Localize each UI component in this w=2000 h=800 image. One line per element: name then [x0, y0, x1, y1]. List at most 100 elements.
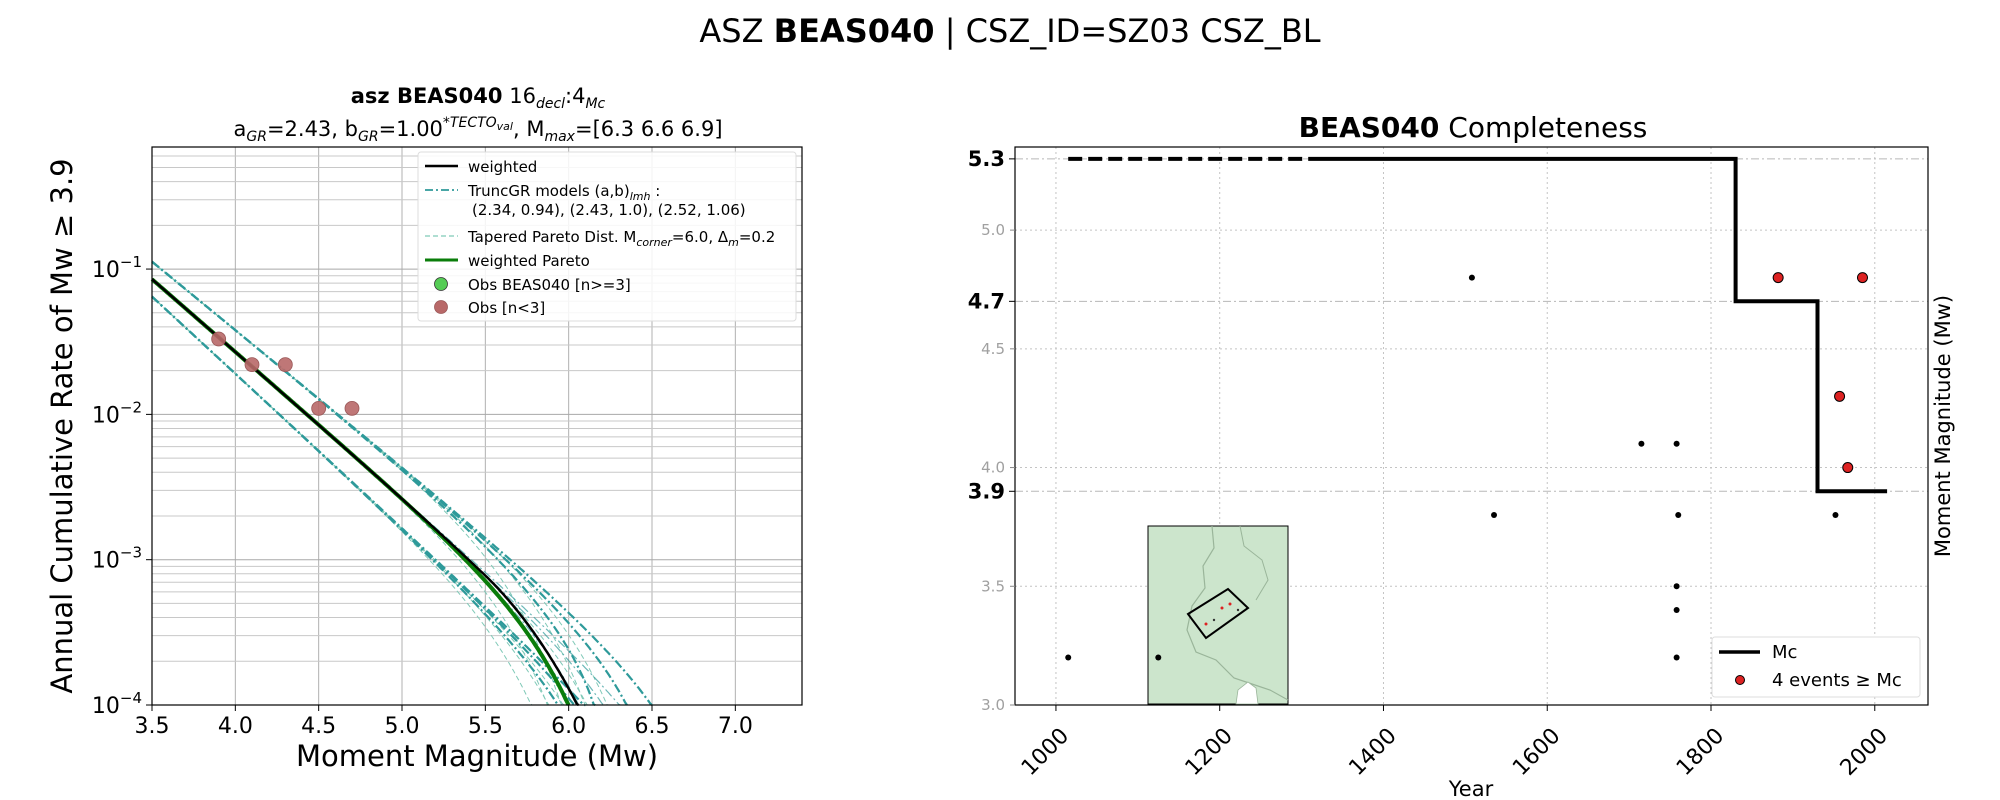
right-x-tick-label: 1000	[1017, 724, 1074, 781]
inset-map-white-region	[1235, 681, 1259, 705]
inset-map-border-line	[1186, 525, 1289, 701]
left-plot-frame	[151, 146, 803, 706]
truncgr-model-curve	[151, 260, 653, 706]
event-above-mc-point	[1834, 390, 1846, 402]
event-above-mc-point	[1772, 272, 1784, 284]
right-events	[1065, 272, 1868, 661]
left-x-tick-label: 5.0	[385, 714, 420, 739]
truncgr-model-curve	[151, 295, 586, 707]
left-y-tick-label: 10−4	[92, 689, 142, 719]
legend-weighted-label: weighted	[468, 158, 537, 176]
left-chart: asz BEAS040 16decl:4Mc aGR=2.43, bGR=1.0…	[45, 84, 803, 773]
truncgr-model-curve	[151, 278, 605, 706]
observation-point	[311, 400, 327, 416]
event-below-mc-point	[1155, 654, 1162, 661]
tapered-pareto-curve	[151, 261, 563, 706]
inset-map-frame	[1147, 525, 1289, 705]
right-x-tick-label: 1200	[1181, 724, 1238, 781]
event-below-mc-point	[1832, 512, 1839, 519]
legend-truncgr-params: (2.34, 0.94), (2.43, 1.0), (2.52, 1.06)	[472, 201, 746, 219]
tapered-pareto-curve	[151, 261, 609, 706]
left-x-tick-label: 5.5	[468, 714, 503, 739]
right-x-tick-label: 1400	[1344, 724, 1401, 781]
left-legend-box	[417, 151, 797, 322]
left-chart-title-line1: asz BEAS040 16decl:4Mc	[351, 84, 606, 112]
right-x-axis-label: Year	[1448, 777, 1494, 800]
right-y-tick-label: 5.0	[981, 221, 1005, 239]
event-below-mc-point	[1065, 654, 1072, 661]
truncgr-model-curve	[151, 295, 576, 707]
right-legend: Mc 4 events ≥ Mc	[1711, 636, 1921, 698]
inset-map-event-dot	[1236, 608, 1240, 612]
event-below-mc-point	[1673, 583, 1680, 590]
observation-point	[244, 357, 260, 373]
right-legend-box	[1711, 636, 1921, 698]
right-y-tick-label: 3.0	[981, 696, 1005, 714]
legend-obs-lt3-marker	[434, 300, 448, 314]
right-plot-frame	[1014, 146, 1929, 706]
tapered-pareto-curve	[151, 278, 549, 706]
right-y-mc-tick-label: 4.7	[968, 289, 1005, 313]
legend-weighted-pareto-label: weighted Pareto	[468, 252, 590, 270]
legend-mc-label: Mc	[1772, 642, 1797, 663]
left-chart-title-line2: aGR=2.43, bGR=1.00*TECTOval, Mmax=[6.3 6…	[233, 115, 722, 145]
event-below-mc-point	[1675, 512, 1682, 519]
event-below-mc-point	[1673, 654, 1680, 661]
left-legend: weighted TruncGR models (a,b)lmh : (2.34…	[417, 151, 797, 322]
left-x-tick-label: 3.5	[135, 714, 170, 739]
inset-map-event-dot	[1228, 602, 1232, 606]
event-below-mc-point	[1673, 440, 1680, 447]
left-y-tick-label: 10−1	[92, 253, 142, 283]
left-y-tick-label: 10−3	[92, 544, 142, 574]
left-x-tick-label: 4.5	[301, 714, 336, 739]
legend-obs-n3-label: Obs BEAS040 [n>=3]	[468, 276, 631, 294]
legend-events-label: 4 events ≥ Mc	[1772, 670, 1902, 691]
right-x-tick-label: 1800	[1672, 724, 1729, 781]
left-observations	[211, 331, 360, 416]
legend-tapered-label: Tapered Pareto Dist. Mcorner=6.0, Δm=0.2	[467, 228, 775, 249]
inset-map-event-dot	[1212, 618, 1216, 622]
right-x-tick-label: 1600	[1508, 724, 1565, 781]
left-x-tick-label: 7.0	[718, 714, 753, 739]
observation-point	[277, 357, 293, 373]
inset-map-zone-polygon	[1186, 587, 1250, 640]
left-x-tick-label: 4.0	[218, 714, 253, 739]
legend-obs-n3-marker	[434, 277, 448, 291]
left-x-axis-label: Moment Magnitude (Mw)	[296, 739, 658, 773]
left-y-tick-label: 10−2	[92, 398, 142, 428]
legend-obs-lt3-label: Obs [n<3]	[468, 299, 545, 317]
right-y-tick-label: 4.0	[981, 459, 1005, 477]
event-above-mc-point	[1856, 272, 1868, 284]
left-x-tick-label: 6.0	[551, 714, 586, 739]
inset-map-event-dot	[1220, 606, 1224, 610]
right-y-axis-label: Moment Magnitude (Mw)	[1931, 295, 1955, 557]
truncgr-model-curve	[151, 295, 560, 706]
left-y-axis-label: Annual Cumulative Rate of Mw ≥ 3.9	[45, 158, 79, 693]
right-y-tick-label: 4.5	[981, 340, 1005, 358]
left-y-ticks: 10−1 10−2 10−3 10−4	[92, 253, 152, 719]
location-inset-map	[1147, 525, 1289, 705]
observation-point	[211, 331, 227, 347]
right-chart-title: BEAS040 Completeness	[1299, 111, 1648, 144]
right-chart: BEAS040 Completeness 1000 1200 1400 1600 180…	[968, 111, 1955, 800]
event-below-mc-point	[1638, 440, 1645, 447]
inset-map-event-dot	[1204, 622, 1208, 626]
right-y-mc-tick-label: 3.9	[968, 479, 1005, 503]
right-y-ticks: 3.0 3.5 4.0 4.5 5.0 3.9 4.7 5.3	[968, 147, 1015, 714]
inset-map-border-line-2	[1239, 525, 1269, 601]
tapered-pareto-curve	[151, 296, 533, 706]
observation-point	[344, 400, 360, 416]
right-x-ticks: 1000 1200 1400 1600 1800 2000	[1017, 705, 1893, 781]
legend-truncgr-label: TruncGR models (a,b)lmh :	[467, 182, 660, 203]
left-x-ticks: 3.5 4.0 4.5 5.0 5.5 6.0 6.5 7.0	[135, 705, 753, 739]
legend-events-marker	[1735, 675, 1745, 685]
tapered-pareto-curve	[151, 296, 551, 706]
left-x-tick-label: 6.5	[635, 714, 670, 739]
mc-step-line	[1068, 156, 1888, 494]
tapered-pareto-curve	[151, 261, 586, 706]
event-below-mc-point	[1491, 512, 1498, 519]
figure-suptitle: ASZ BEAS040 | CSZ_ID=SZ03 CSZ_BL	[699, 12, 1320, 50]
right-y-mc-tick-label: 5.3	[968, 147, 1005, 171]
tapered-pareto-curve	[151, 296, 565, 706]
